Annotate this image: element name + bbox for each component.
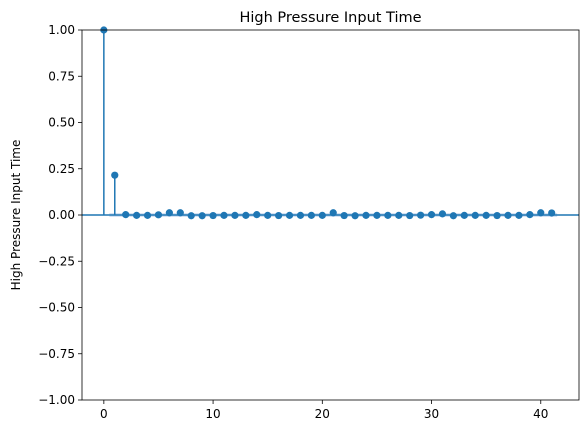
x-tick-label: 30 <box>424 407 439 421</box>
x-tick-label: 40 <box>533 407 548 421</box>
stem-series <box>100 26 556 220</box>
y-axis: −1.00 −0.75 −0.50 −0.25 0.00 0.25 0.50 0.75 1.00 <box>38 23 82 407</box>
y-tick-label: 0.25 <box>48 162 75 176</box>
x-tick-label: 10 <box>205 407 220 421</box>
y-tick-label: −0.75 <box>38 347 75 361</box>
y-tick-label: −0.50 <box>38 301 75 315</box>
y-tick-label: 0.50 <box>48 116 75 130</box>
x-tick-label: 20 <box>315 407 330 421</box>
y-tick-label: 0.00 <box>48 208 75 222</box>
y-tick-label: −0.25 <box>38 254 75 268</box>
y-tick-label: −1.00 <box>38 393 75 407</box>
y-tick-label: 1.00 <box>48 23 75 37</box>
y-tick-label: 0.75 <box>48 69 75 83</box>
stem-marker <box>111 171 119 179</box>
x-axis: 0 10 20 30 40 <box>100 400 548 421</box>
x-tick-label: 0 <box>100 407 108 421</box>
plot-frame <box>81 29 580 401</box>
chart-title: High Pressure Input Time <box>239 10 421 26</box>
stem-marker <box>438 210 447 218</box>
y-axis-label: High Pressure Input Time <box>9 140 23 291</box>
